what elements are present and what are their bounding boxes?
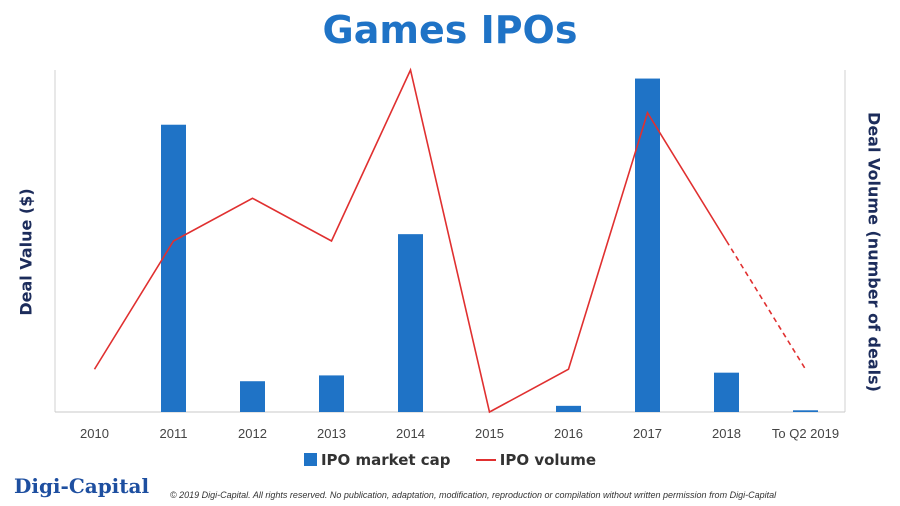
x-tick-label: 2010 [80, 426, 109, 441]
volume-line-projected [725, 240, 807, 370]
copyright-footer: © 2019 Digi-Capital. All rights reserved… [170, 490, 777, 500]
bar-2011 [161, 124, 186, 412]
x-tick-label: 2016 [554, 426, 583, 441]
bar-2016 [556, 405, 581, 412]
legend-item-volume: IPO volume [475, 450, 597, 469]
legend-line-swatch [475, 458, 496, 461]
bar-2017 [635, 78, 660, 413]
chart-title: Games IPOs [322, 8, 578, 52]
legend-item-market-cap: IPO market cap [303, 450, 451, 469]
x-tick-label: 2011 [160, 426, 188, 441]
bar-2012 [240, 381, 265, 412]
x-tick-label: To Q2 2019 [772, 426, 839, 441]
legend-label-volume: IPO volume [499, 450, 597, 469]
x-tick-label: 2013 [317, 426, 346, 441]
volume-line [93, 67, 728, 414]
legend-bar-swatch [303, 452, 317, 466]
x-tick-label: 2018 [712, 426, 741, 441]
bar-2013 [319, 375, 344, 412]
x-tick-label: 2012 [238, 426, 267, 441]
x-tick-label: 2017 [633, 426, 662, 441]
bar-2014 [398, 234, 423, 412]
x-tick-label: 2015 [475, 426, 504, 441]
digi-capital-logo: Digi-Capital [14, 474, 150, 498]
legend: IPO market cap IPO volume [0, 450, 900, 469]
bar-2018 [714, 372, 739, 412]
legend-label-market-cap: IPO market cap [320, 450, 451, 469]
x-tick-label: 2014 [396, 426, 425, 441]
bar-to-q2-2019 [793, 410, 818, 412]
